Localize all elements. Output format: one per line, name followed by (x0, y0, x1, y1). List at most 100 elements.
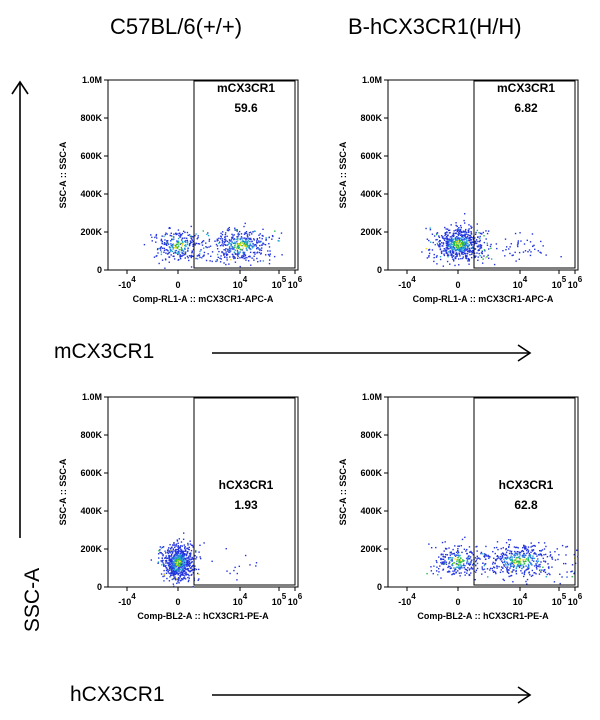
data-point (172, 560, 174, 562)
data-point (449, 236, 452, 238)
data-point (179, 254, 182, 256)
data-point (518, 560, 520, 562)
data-point (169, 550, 171, 552)
data-point (504, 255, 506, 257)
data-point (174, 551, 177, 553)
data-point (475, 559, 477, 562)
data-point (280, 232, 283, 234)
data-point (541, 549, 544, 551)
data-point (452, 249, 454, 251)
data-point (481, 573, 483, 575)
data-point (526, 578, 529, 581)
data-point (172, 244, 174, 247)
data-point (528, 560, 530, 563)
data-point (474, 256, 476, 259)
data-point (505, 547, 507, 550)
data-point (509, 558, 511, 561)
data-point (452, 245, 455, 248)
data-point (165, 555, 167, 557)
data-point (175, 243, 178, 246)
data-point (461, 239, 464, 241)
data-point (261, 247, 263, 249)
data-point (503, 564, 505, 566)
data-point (155, 235, 157, 237)
data-point (218, 242, 220, 245)
data-point (273, 255, 276, 258)
data-point (445, 561, 448, 563)
data-point (459, 243, 462, 245)
data-point (186, 241, 189, 243)
data-point (452, 235, 455, 238)
data-point (460, 572, 462, 574)
data-point (464, 243, 467, 245)
data-point (171, 550, 173, 553)
data-point (175, 570, 177, 572)
data-point (173, 573, 175, 576)
data-point (441, 561, 444, 563)
data-point (513, 556, 516, 558)
data-point (470, 560, 472, 563)
data-point (160, 251, 163, 253)
data-point (184, 564, 186, 566)
data-point (202, 255, 204, 258)
data-point (169, 573, 172, 575)
data-point (478, 557, 480, 559)
data-point (447, 255, 449, 258)
data-point (490, 258, 493, 260)
data-point (262, 228, 264, 231)
data-point (230, 239, 233, 241)
data-point (487, 576, 489, 578)
data-point (176, 247, 179, 249)
data-point (436, 561, 438, 564)
data-point (172, 248, 174, 250)
data-point (178, 538, 180, 540)
data-point (180, 579, 182, 582)
y-tick-label: 0 (377, 265, 382, 275)
data-point (183, 557, 186, 560)
data-point (190, 225, 192, 228)
data-point (506, 568, 508, 570)
data-point (435, 239, 437, 241)
data-point (248, 232, 251, 234)
data-point (242, 251, 245, 253)
gate-name: hCX3CR1 (219, 478, 274, 492)
data-point (463, 243, 465, 246)
data-point (163, 251, 165, 253)
data-point (195, 549, 197, 552)
data-point (517, 241, 519, 244)
data-point (454, 555, 457, 557)
data-point (268, 246, 271, 248)
data-point (527, 557, 530, 560)
data-point (472, 249, 474, 252)
data-point (463, 219, 465, 222)
data-point (447, 253, 449, 255)
data-point (233, 238, 235, 240)
gate-rectangle (193, 397, 296, 586)
data-point (444, 237, 446, 239)
data-point (481, 568, 484, 570)
data-point (469, 251, 471, 253)
data-point (189, 556, 192, 558)
data-point (474, 233, 477, 235)
data-point (458, 566, 460, 568)
data-point (515, 570, 517, 573)
data-point (523, 243, 526, 245)
data-point (457, 246, 459, 248)
data-point (450, 254, 452, 256)
data-point (469, 563, 472, 565)
data-point (158, 247, 161, 250)
data-point (184, 562, 187, 564)
data-point (164, 550, 166, 552)
data-point (178, 569, 180, 572)
data-point (190, 266, 193, 268)
data-point (481, 262, 484, 264)
data-point (476, 242, 478, 245)
data-point (179, 550, 181, 552)
data-point (257, 246, 259, 249)
x-axis-label: Comp-BL2-A :: hCX3CR1-PE-A (137, 611, 269, 621)
data-point (451, 559, 454, 561)
data-point (257, 260, 259, 263)
data-point (463, 238, 466, 240)
data-point (172, 238, 174, 241)
data-point (160, 238, 163, 241)
